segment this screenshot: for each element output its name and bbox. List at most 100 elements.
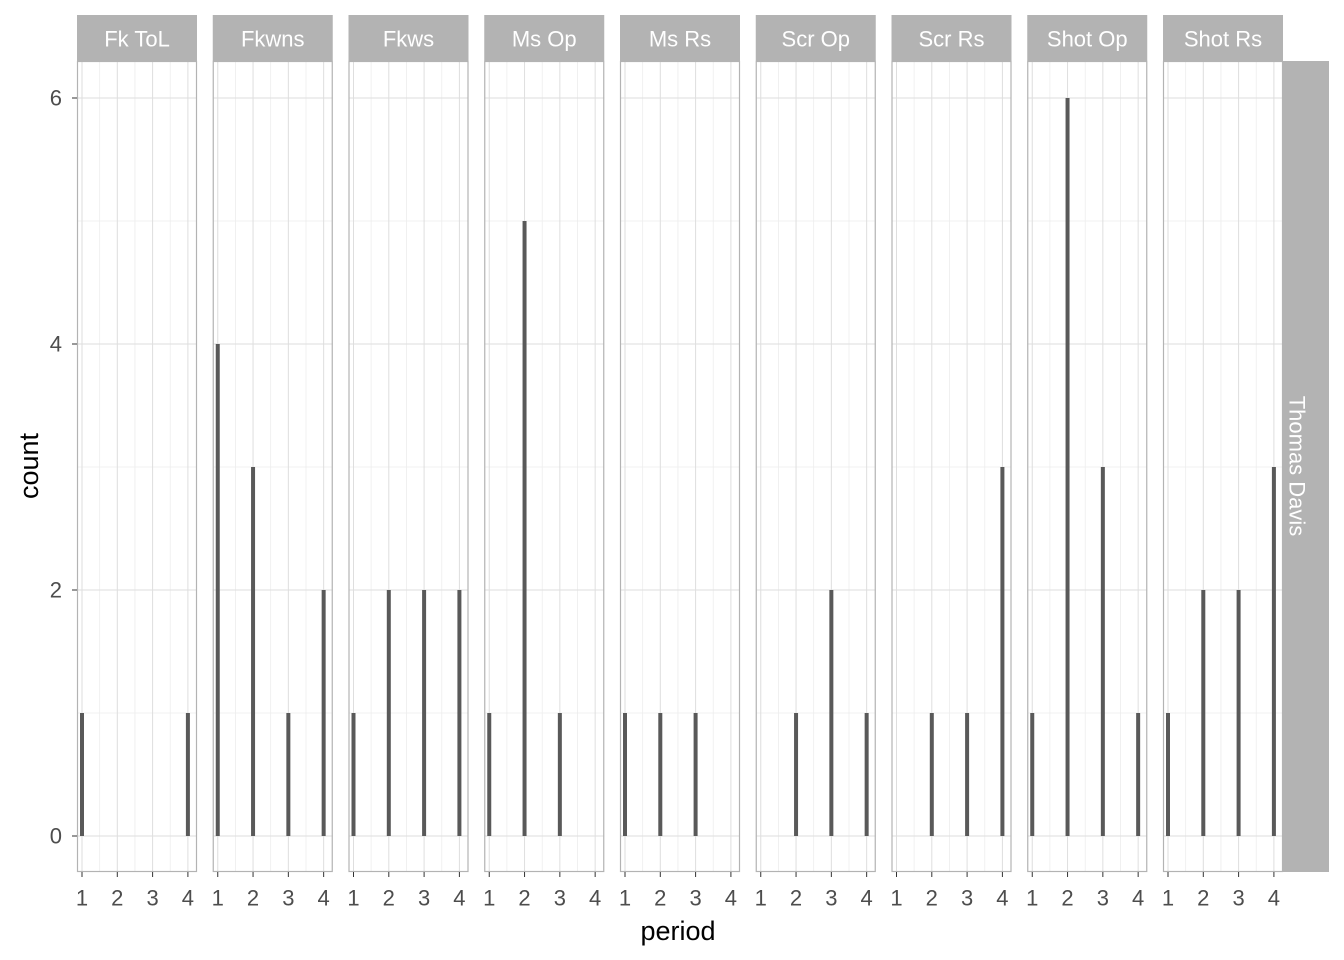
bar xyxy=(321,590,326,836)
bar xyxy=(522,221,527,836)
bar xyxy=(286,713,291,836)
panel-background xyxy=(212,61,333,872)
panel-border xyxy=(484,60,605,873)
x-tick-label: 1 xyxy=(1026,886,1038,911)
facet-strip-background xyxy=(891,15,1012,61)
panel-border xyxy=(1162,60,1284,873)
panel-5: Scr Op 1 2 3 4 xyxy=(755,15,876,911)
panel-6: Scr Rs 1 2 3 4 xyxy=(890,15,1012,911)
x-tick-label: 4 xyxy=(1132,886,1144,911)
x-tick-label: 2 xyxy=(654,886,666,911)
facet-strip-background xyxy=(1163,15,1283,61)
panel-1: Fkwns 1 2 3 4 xyxy=(212,15,333,911)
x-tick-label: 1 xyxy=(347,886,359,911)
x-tick-label: 4 xyxy=(725,886,737,911)
bar xyxy=(929,713,934,836)
x-tick-label: 1 xyxy=(212,886,224,911)
row-strip-label: Thomas Davis xyxy=(1285,396,1310,537)
x-tick-label: 2 xyxy=(247,886,259,911)
x-tick-label: 2 xyxy=(926,886,938,911)
x-tick-label: 1 xyxy=(755,886,767,911)
bar xyxy=(80,713,84,836)
x-tick-label: 4 xyxy=(861,886,873,911)
x-tick-label: 3 xyxy=(825,886,837,911)
bar xyxy=(1236,590,1241,836)
panel-background xyxy=(1163,61,1283,872)
bar xyxy=(864,713,869,836)
panel-background xyxy=(77,61,197,872)
x-tick-label: 4 xyxy=(318,886,330,911)
facet-strip-background xyxy=(484,15,605,61)
y-tick-label: 0 xyxy=(50,824,62,849)
panel-background xyxy=(1027,61,1148,872)
x-tick-label: 2 xyxy=(1197,886,1209,911)
bar xyxy=(1136,713,1141,836)
facet-strip-background xyxy=(348,15,469,61)
facet-strip-background xyxy=(212,15,333,61)
x-tick-label: 3 xyxy=(1232,886,1244,911)
bar xyxy=(658,713,663,836)
bar xyxy=(185,713,190,836)
panel-background xyxy=(620,61,740,872)
panel-background xyxy=(484,61,605,872)
facet-strip-label: Scr Rs xyxy=(919,27,985,52)
bar xyxy=(1100,467,1105,836)
bar xyxy=(557,713,562,836)
y-tick-label: 4 xyxy=(50,332,62,357)
x-tick-label: 1 xyxy=(1162,886,1174,911)
panel-8: Shot Rs 1 2 3 4 xyxy=(1162,15,1284,911)
x-tick-label: 2 xyxy=(1061,886,1073,911)
bar xyxy=(1166,713,1170,836)
facet-strip-label: Fk ToL xyxy=(104,27,170,52)
x-tick-label: 3 xyxy=(418,886,430,911)
x-axis-title: period xyxy=(640,916,715,946)
panel-border xyxy=(76,60,198,873)
panel-border xyxy=(1027,60,1148,873)
bar xyxy=(1065,98,1070,836)
x-tick-label: 2 xyxy=(518,886,530,911)
x-tick-label: 4 xyxy=(1268,886,1280,911)
x-tick-label: 2 xyxy=(383,886,395,911)
panel-border xyxy=(348,60,469,873)
panel-background xyxy=(348,61,469,872)
facet-strip-background xyxy=(755,15,876,61)
bar xyxy=(693,713,698,836)
bar xyxy=(829,590,834,836)
facet-strip-label: Scr Op xyxy=(782,27,850,52)
row-facet-strip: Thomas Davis xyxy=(1283,61,1329,872)
y-tick-label: 6 xyxy=(50,86,62,111)
panel-background xyxy=(755,61,876,872)
facet-strip-label: Ms Op xyxy=(512,27,577,52)
facet-strip-background xyxy=(620,15,740,61)
x-tick-label: 3 xyxy=(1097,886,1109,911)
bar xyxy=(215,344,220,836)
panel-background xyxy=(891,61,1012,872)
panel-4: Ms Rs 1 2 3 4 xyxy=(619,15,741,911)
x-tick-label: 4 xyxy=(453,886,465,911)
x-tick-label: 1 xyxy=(483,886,495,911)
facet-strip-label: Fkwns xyxy=(241,27,305,52)
x-tick-label: 2 xyxy=(790,886,802,911)
x-tick-label: 3 xyxy=(146,886,158,911)
facet-strip-background xyxy=(1027,15,1148,61)
y-tick-label: 2 xyxy=(50,578,62,603)
bar xyxy=(386,590,391,836)
row-strip-background xyxy=(1283,61,1329,872)
bar xyxy=(457,590,462,836)
bar xyxy=(1201,590,1206,836)
bar xyxy=(422,590,427,836)
bar xyxy=(623,713,627,836)
x-tick-label: 1 xyxy=(76,886,88,911)
facet-strip-label: Fkws xyxy=(383,27,434,52)
x-tick-label: 3 xyxy=(961,886,973,911)
panel-border xyxy=(755,60,876,873)
bar xyxy=(351,713,356,836)
bar xyxy=(251,467,256,836)
panel-3: Ms Op 1 2 3 4 xyxy=(483,15,605,911)
bar xyxy=(487,713,492,836)
panel-0: Fk ToL 1 2 3 4 xyxy=(76,15,198,911)
bar xyxy=(1271,467,1276,836)
x-tick-label: 3 xyxy=(282,886,294,911)
